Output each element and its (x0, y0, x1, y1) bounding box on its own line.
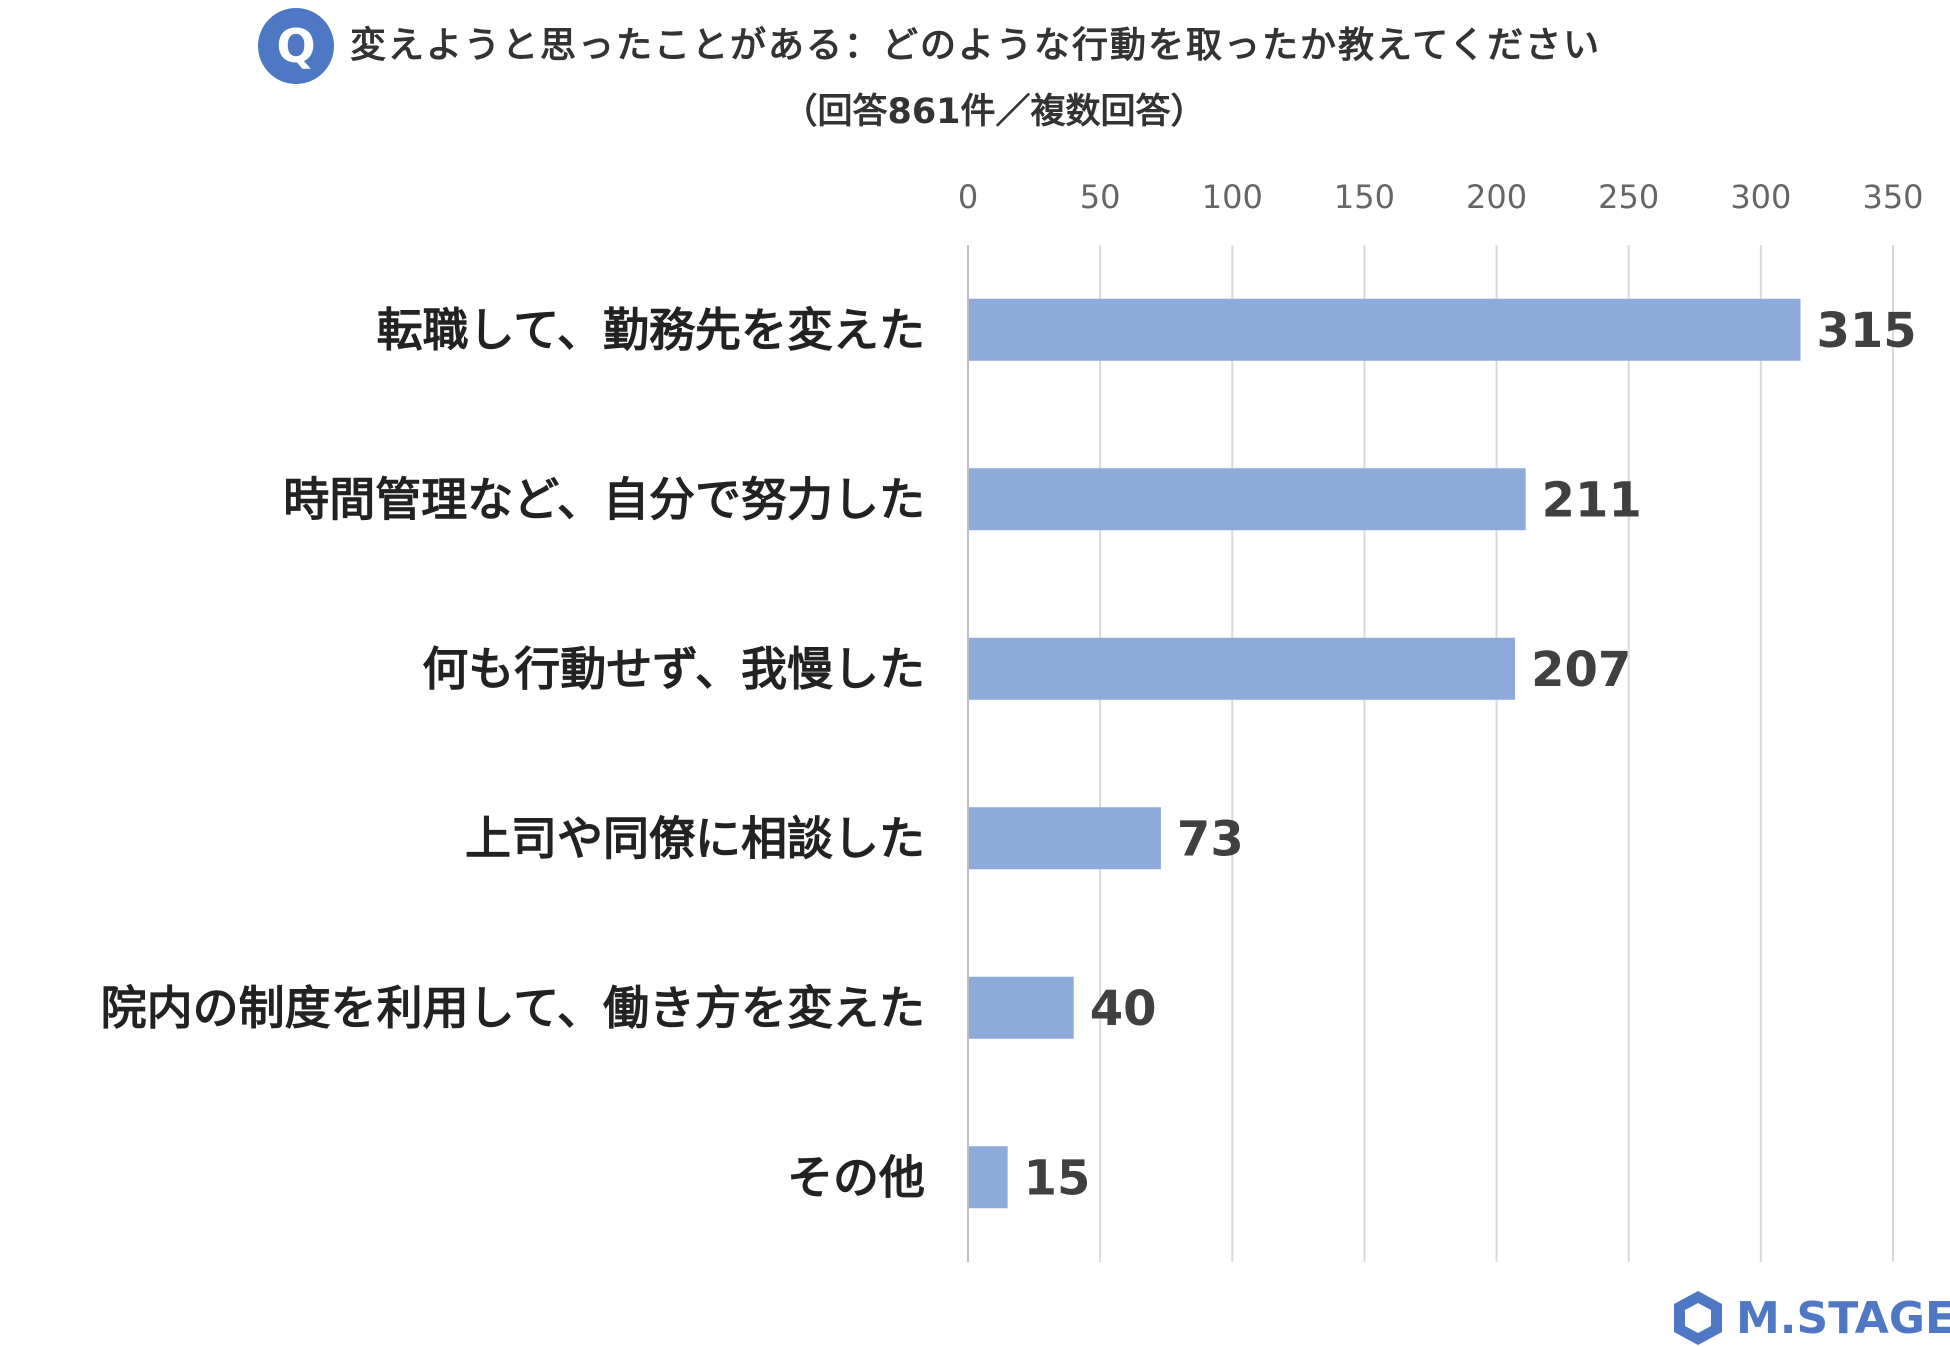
data-label: 73 (1177, 811, 1244, 867)
category-label: その他 (787, 1150, 925, 1204)
category-label: 時間管理など、自分で努力した (283, 472, 925, 526)
category-label: 何も行動せず、我慢した (422, 642, 925, 696)
data-label: 15 (1024, 1150, 1091, 1206)
bar (969, 468, 1526, 531)
bar (969, 976, 1074, 1039)
x-tick-label: 300 (1730, 178, 1791, 216)
category-label: 転職して、勤務先を変えた (377, 303, 925, 357)
x-tick-label: 350 (1862, 178, 1923, 216)
data-label: 40 (1090, 981, 1157, 1037)
data-label: 207 (1531, 642, 1631, 698)
bar (969, 637, 1516, 700)
question-badge: Q (258, 8, 334, 84)
bar (969, 1146, 1008, 1209)
x-tick-label: 50 (1080, 178, 1121, 216)
category-label: 上司や同僚に相談した (465, 811, 925, 865)
hexagon-logo-icon (1674, 1291, 1722, 1345)
bar (969, 298, 1801, 361)
bar (969, 807, 1161, 870)
x-tick-label: 250 (1598, 178, 1659, 216)
chart-title: 変えようと思ったことがある：どのような行動を取ったか教えてください (350, 25, 1602, 66)
x-tick-label: 100 (1202, 178, 1263, 216)
brand-logo: M.STAGE (1672, 1290, 1950, 1346)
chart-subtitle: （回答861件／複数回答） (782, 92, 1206, 132)
category-label: 院内の制度を利用して、働き方を変えた (101, 981, 925, 1035)
brand-logo-text: M.STAGE (1736, 1292, 1950, 1344)
x-tick-label: 0 (958, 178, 978, 216)
x-tick-label: 200 (1466, 178, 1527, 216)
x-tick-label: 150 (1334, 178, 1395, 216)
data-label: 315 (1817, 303, 1917, 359)
data-label: 211 (1542, 472, 1642, 528)
